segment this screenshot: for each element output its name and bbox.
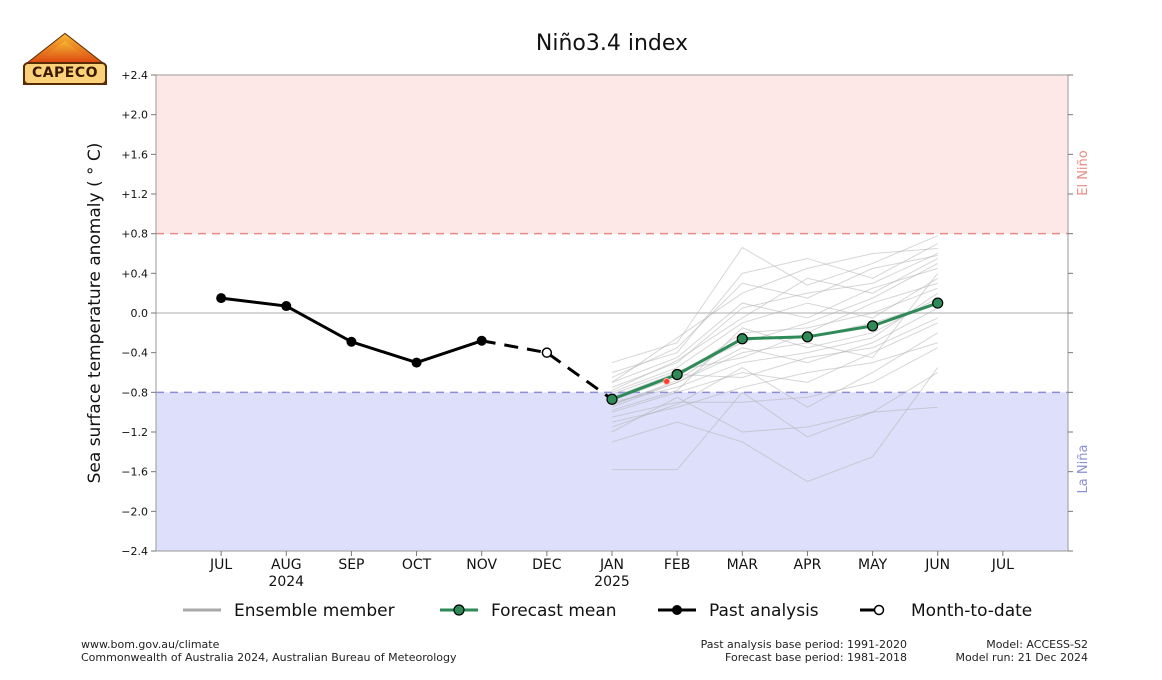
x-tick-label: NOV (466, 557, 497, 573)
month-to-date-line (481, 339, 613, 401)
x-tick-label: SEP (338, 557, 364, 573)
x-tick-label: JUL (209, 557, 232, 573)
x-tick-label: MAY (858, 557, 888, 573)
x-tick-label: FEB (664, 557, 691, 573)
legend-mtd-marker (873, 604, 885, 616)
y-tick-label: −2.0 (121, 505, 148, 518)
legend-label: Month-to-date (911, 601, 1032, 621)
ensemble-member-line (611, 254, 938, 378)
x-tick-label: MAR (727, 557, 759, 573)
ensemble-member-line (611, 282, 938, 395)
y-tick-label: −0.4 (121, 347, 148, 360)
ensemble-member-line (611, 277, 938, 393)
x-year-label: 2024 (268, 574, 304, 590)
ensemble-member-line (611, 267, 938, 383)
la-nina-region (156, 392, 1068, 551)
ensemble-member-line (611, 307, 938, 405)
y-tick-label: +0.8 (121, 228, 148, 241)
forecast-mean-point (671, 368, 683, 381)
legend-label: Ensemble member (234, 601, 395, 621)
legend: Ensemble member Forecast mean Past analysi… (183, 601, 1032, 621)
ensemble-member-line (611, 253, 938, 388)
y-axis-label: Sea surface temperature anomaly ( ° C) (85, 143, 105, 484)
el-nino-label: El Niño (1076, 150, 1091, 196)
y-tick-label: 0.0 (131, 307, 149, 320)
ensemble-member-line (611, 248, 938, 383)
y-tick-label: +2.0 (121, 109, 148, 122)
forecast-mean-point (736, 333, 748, 345)
ensemble-member-line (611, 347, 938, 418)
y-tick-label: +1.2 (121, 188, 148, 201)
past-analysis-point (411, 357, 422, 368)
el-nino-region (156, 75, 1068, 234)
x-tick-label: JUN (924, 557, 950, 573)
la-nina-label: La Niña (1076, 445, 1091, 494)
ensemble-member-line (611, 262, 938, 398)
house-roof-icon (23, 32, 107, 85)
y-tick-label: −0.8 (121, 386, 148, 399)
forecast-mean-point (932, 297, 944, 309)
legend-label: Forecast mean (491, 601, 617, 621)
past-analysis-point (476, 335, 487, 346)
footer-source: www.bom.gov.au/climate Commonwealth of A… (81, 638, 456, 664)
x-year-label: 2025 (594, 574, 630, 590)
month-to-date-point (541, 347, 553, 358)
ensemble-member-line (611, 292, 938, 403)
footer-model-info: Model: ACCESS-S2 Model run: 21 Dec 2024 (920, 638, 1088, 664)
legend-label: Past analysis (709, 601, 819, 621)
ensemble-member-line (611, 258, 938, 391)
x-tick-label: DEC (532, 557, 562, 573)
y-tick-label: −2.4 (121, 545, 148, 558)
x-tick-label: OCT (402, 557, 432, 573)
y-tick-label: −1.6 (121, 466, 148, 479)
footer-base-periods: Past analysis base period: 1991-2020 For… (640, 638, 907, 664)
footer-copyright: Commonwealth of Australia 2024, Australi… (81, 651, 457, 664)
capeco-logo: CAPECO (20, 32, 110, 88)
y-tick-label: +2.4 (121, 69, 148, 82)
legend-forecast-marker (453, 604, 465, 616)
x-tick-label: APR (794, 557, 822, 573)
x-tick-label: JAN (599, 557, 624, 573)
chart-title: Niño3.4 index (536, 31, 688, 56)
footer-past-base-period: Past analysis base period: 1991-2020 (700, 638, 907, 651)
forecast-mean-point (801, 331, 814, 343)
footer-url[interactable]: www.bom.gov.au/climate (81, 638, 220, 651)
forecast-mean-point (866, 320, 879, 332)
logo-text: CAPECO (31, 65, 99, 81)
ensemble-member-line (611, 243, 938, 373)
y-tick-label: +1.6 (121, 148, 148, 161)
past-analysis-point (216, 293, 227, 304)
ensemble-member-line (611, 322, 938, 413)
legend-past-marker (672, 605, 682, 615)
past-analysis-point (346, 336, 357, 347)
x-tick-label: AUG (271, 557, 302, 573)
ensemble-member-line (611, 332, 938, 428)
past-analysis-point (281, 301, 292, 312)
y-tick-label: +0.4 (121, 267, 148, 280)
footer-model: Model: ACCESS-S2 (986, 638, 1088, 651)
footer-forecast-base-period: Forecast base period: 1981-2018 (725, 651, 907, 664)
weekly-value-marker (663, 377, 671, 385)
y-tick-label: −1.2 (121, 426, 148, 439)
ensemble-member-line (611, 372, 938, 433)
ensemble-member-line (611, 367, 939, 483)
ensemble-member-line (612, 391, 938, 471)
x-tick-label: JUL (991, 557, 1014, 573)
ensemble-member-line (611, 342, 938, 423)
footer-model-run: Model run: 21 Dec 2024 (955, 651, 1088, 664)
forecast-mean-point (606, 393, 618, 405)
